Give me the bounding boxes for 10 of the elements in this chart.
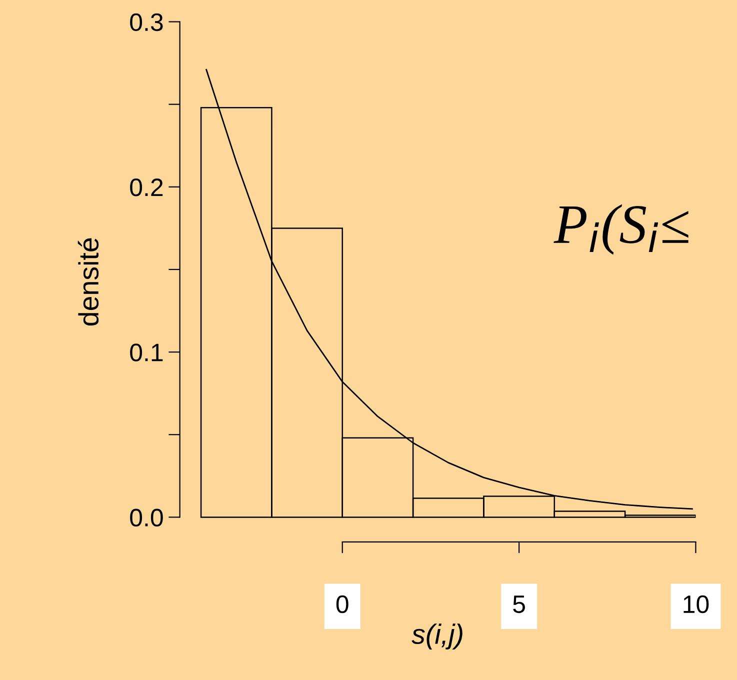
y-tick-label: 0.2 — [130, 178, 163, 196]
annotation: P$_{i}$(S$_{i}$≤ — [554, 204, 688, 255]
y-tick-label: 0.0 — [130, 508, 163, 526]
x-axis-title: s(i,j) — [412, 624, 462, 650]
x-tick-label: 0 — [336, 595, 348, 614]
y-axis-title: densité — [78, 238, 99, 326]
y-tick-label: 0.3 — [130, 13, 163, 32]
x-tick-label: 5 — [513, 596, 525, 614]
x-tick-label: 10 — [684, 595, 709, 614]
y-tick-label: 0.1 — [130, 344, 163, 362]
